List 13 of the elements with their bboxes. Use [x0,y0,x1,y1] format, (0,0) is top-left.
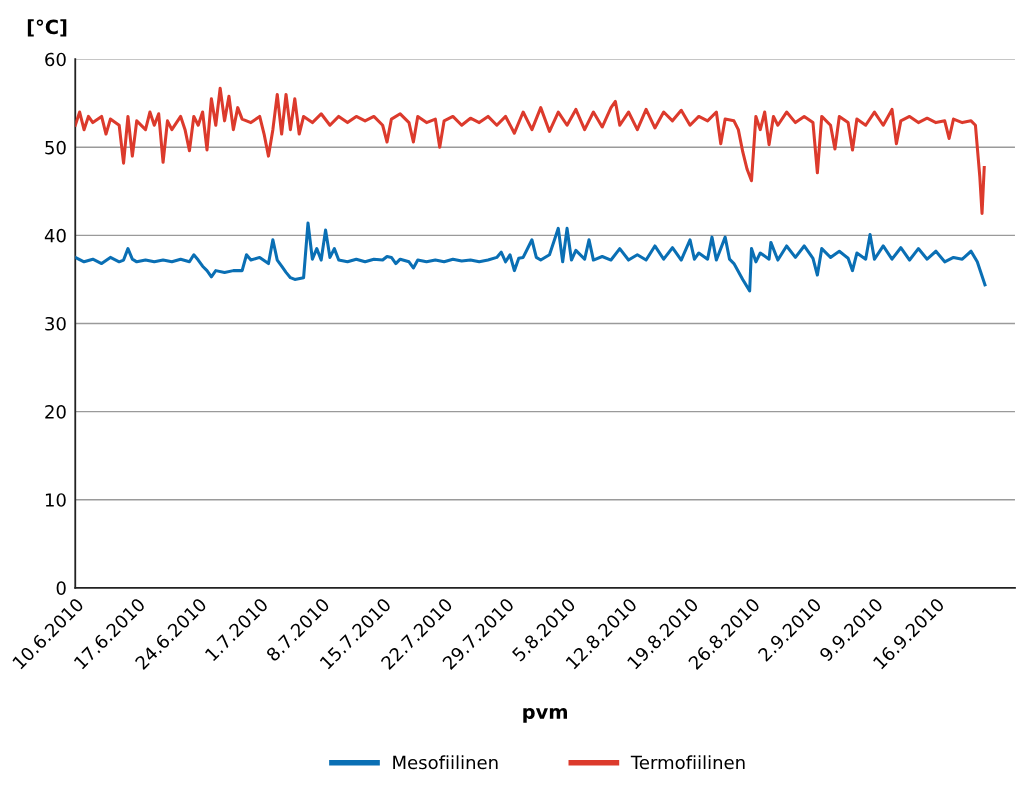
line-series [75,86,986,215]
y-tick-label: 60 [45,52,66,67]
y-tick-label: 0 [56,581,66,595]
y-axis-title: [°C] [27,19,67,37]
x-axis-title: pvm [523,707,567,723]
y-tick-label: 20 [45,405,66,419]
y-tick-label: 30 [45,316,66,331]
legend-label: Mesofiilinen [393,755,498,770]
line-series [75,221,987,293]
y-tick-label: 40 [44,228,66,243]
y-tick-label: 50 [45,140,66,155]
y-tick-label: 10 [45,493,66,507]
legend-label: Termofiilinen [630,755,745,770]
